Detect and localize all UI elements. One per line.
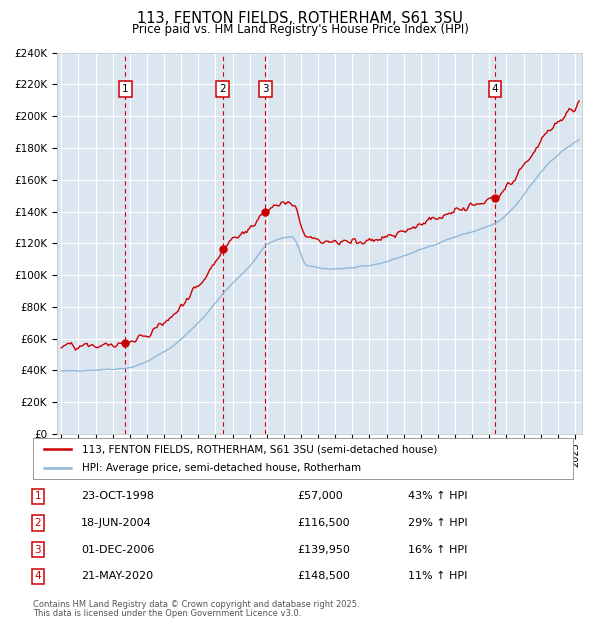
Text: 23-OCT-1998: 23-OCT-1998 <box>81 492 154 502</box>
Text: 1: 1 <box>122 84 129 94</box>
Text: 1: 1 <box>34 492 41 502</box>
Text: 29% ↑ HPI: 29% ↑ HPI <box>408 518 467 528</box>
Text: 4: 4 <box>491 84 498 94</box>
Text: 113, FENTON FIELDS, ROTHERHAM, S61 3SU (semi-detached house): 113, FENTON FIELDS, ROTHERHAM, S61 3SU (… <box>82 444 437 454</box>
Text: Contains HM Land Registry data © Crown copyright and database right 2025.: Contains HM Land Registry data © Crown c… <box>33 600 359 609</box>
Text: This data is licensed under the Open Government Licence v3.0.: This data is licensed under the Open Gov… <box>33 608 301 618</box>
Text: £57,000: £57,000 <box>297 492 343 502</box>
Text: 11% ↑ HPI: 11% ↑ HPI <box>408 572 467 582</box>
Text: 4: 4 <box>34 572 41 582</box>
Text: 2: 2 <box>34 518 41 528</box>
Text: £139,950: £139,950 <box>297 545 350 555</box>
Text: 3: 3 <box>262 84 269 94</box>
Text: 3: 3 <box>34 545 41 555</box>
Text: 113, FENTON FIELDS, ROTHERHAM, S61 3SU: 113, FENTON FIELDS, ROTHERHAM, S61 3SU <box>137 11 463 26</box>
Text: 01-DEC-2006: 01-DEC-2006 <box>81 545 154 555</box>
Text: 43% ↑ HPI: 43% ↑ HPI <box>408 492 467 502</box>
Text: £148,500: £148,500 <box>297 572 350 582</box>
Text: 16% ↑ HPI: 16% ↑ HPI <box>408 545 467 555</box>
Text: 2: 2 <box>219 84 226 94</box>
Text: HPI: Average price, semi-detached house, Rotherham: HPI: Average price, semi-detached house,… <box>82 463 361 473</box>
Text: Price paid vs. HM Land Registry's House Price Index (HPI): Price paid vs. HM Land Registry's House … <box>131 23 469 36</box>
Text: £116,500: £116,500 <box>297 518 350 528</box>
Text: 18-JUN-2004: 18-JUN-2004 <box>81 518 152 528</box>
Text: 21-MAY-2020: 21-MAY-2020 <box>81 572 153 582</box>
